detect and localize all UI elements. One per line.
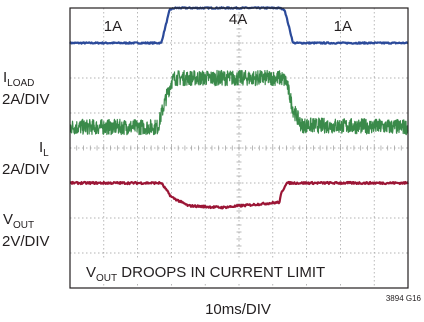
level-label: 1A [104,18,122,35]
channel-scale-vout: 2V/DIV [2,233,50,250]
trace-group [69,6,409,210]
level-label: 1A [334,18,352,35]
trace-il [69,69,409,136]
figure-id: 3894 G16 [386,294,422,303]
channel-label-iload: ILOAD [3,69,34,89]
level-labels: 1A 4A 1A [104,11,352,35]
channel-scale-iload: 2A/DIV [2,91,50,108]
channel-label-vout: VOUT [3,211,34,231]
annotation-background [82,258,350,284]
x-axis-label: 10ms/DIV [205,301,271,318]
channel-scale-il: 2A/DIV [2,161,50,178]
scope-grid [69,7,409,289]
trace-iload [69,6,409,45]
scope-frame [69,7,409,289]
trace-vout [69,180,409,210]
level-label: 4A [229,11,247,28]
channel-label-il: IL [39,139,49,159]
annotation-text: VOUT DROOPS IN CURRENT LIMIT [86,264,325,284]
